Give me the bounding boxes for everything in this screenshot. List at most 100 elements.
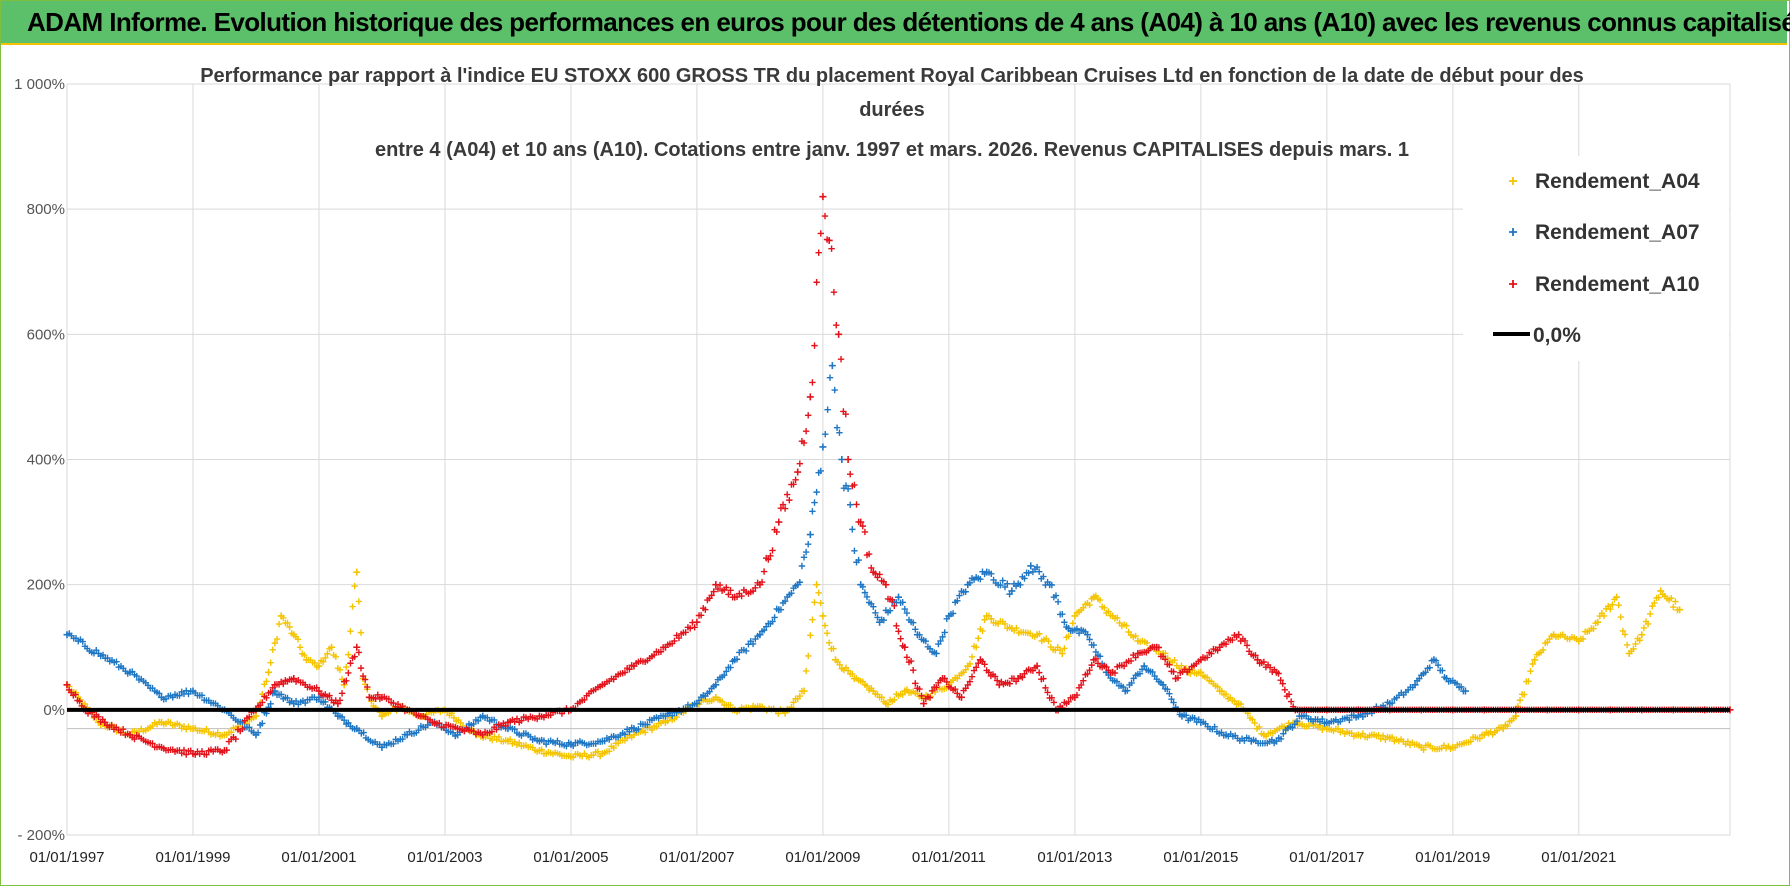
data-marker xyxy=(302,699,309,707)
data-marker xyxy=(1270,739,1278,747)
data-marker xyxy=(263,678,270,685)
data-marker xyxy=(1214,683,1221,691)
data-marker xyxy=(922,638,929,645)
data-marker xyxy=(912,626,919,633)
data-marker xyxy=(594,748,602,755)
data-marker xyxy=(648,726,656,734)
data-marker xyxy=(962,685,969,692)
data-marker xyxy=(805,412,812,419)
data-marker xyxy=(254,729,262,736)
data-marker xyxy=(336,666,344,673)
data-marker xyxy=(1222,690,1230,698)
data-marker xyxy=(1006,680,1013,687)
data-marker xyxy=(621,669,629,676)
x-tick-label: 01/01/2015 xyxy=(1163,849,1238,866)
data-marker xyxy=(851,481,858,489)
data-marker xyxy=(729,658,736,665)
chart-title-line-1: Performance par rapport à l'indice EU ST… xyxy=(200,65,1584,87)
data-marker xyxy=(1119,683,1127,691)
data-marker xyxy=(822,431,829,438)
data-marker xyxy=(1065,633,1072,640)
data-marker xyxy=(347,627,354,635)
data-marker xyxy=(842,410,849,418)
data-marker xyxy=(802,428,810,435)
data-marker xyxy=(868,684,875,692)
data-marker xyxy=(1168,695,1175,703)
data-marker xyxy=(941,675,948,682)
data-marker xyxy=(800,554,808,561)
data-marker xyxy=(345,719,352,727)
legend-label: 0,0% xyxy=(1533,324,1581,347)
data-marker xyxy=(1080,677,1087,684)
data-marker xyxy=(183,687,190,694)
data-marker xyxy=(554,737,561,744)
data-marker xyxy=(809,616,816,623)
data-marker xyxy=(1504,722,1511,730)
data-marker xyxy=(284,619,291,627)
data-marker xyxy=(849,670,856,678)
data-marker xyxy=(861,528,869,536)
data-marker xyxy=(1289,724,1296,731)
data-marker xyxy=(1636,637,1643,644)
data-marker xyxy=(792,582,799,590)
data-marker xyxy=(903,609,911,617)
data-marker xyxy=(390,699,397,707)
data-marker xyxy=(671,637,678,645)
data-marker xyxy=(889,596,896,604)
x-tick-label: 01/01/2007 xyxy=(659,849,734,866)
data-marker xyxy=(1086,666,1093,674)
data-marker xyxy=(1478,731,1486,739)
data-marker xyxy=(1607,605,1614,613)
data-marker xyxy=(1084,670,1091,678)
data-marker xyxy=(1434,661,1442,669)
data-marker xyxy=(853,501,860,508)
data-marker xyxy=(628,724,635,731)
data-marker xyxy=(769,618,776,625)
data-marker xyxy=(826,374,834,381)
data-marker xyxy=(1048,581,1055,589)
data-marker xyxy=(1195,669,1202,676)
data-marker xyxy=(901,605,908,613)
data-marker xyxy=(926,694,934,701)
data-marker xyxy=(689,619,696,626)
data-marker xyxy=(691,624,698,631)
data-marker xyxy=(767,552,774,559)
x-tick-label: 01/01/2005 xyxy=(533,849,608,866)
data-marker xyxy=(1059,610,1066,618)
data-marker xyxy=(784,491,791,498)
data-marker xyxy=(951,685,959,693)
x-tick-label: 01/01/2019 xyxy=(1415,849,1490,866)
data-marker xyxy=(1056,646,1064,654)
data-marker xyxy=(1539,646,1547,654)
data-marker xyxy=(267,659,274,666)
data-marker xyxy=(187,747,194,754)
data-marker xyxy=(1245,735,1253,742)
data-marker xyxy=(1214,647,1221,654)
data-marker xyxy=(644,721,651,728)
data-marker xyxy=(1266,664,1274,671)
data-marker xyxy=(1476,735,1484,742)
data-marker xyxy=(457,719,464,727)
data-marker xyxy=(1432,657,1440,664)
data-marker xyxy=(675,634,683,642)
data-marker xyxy=(1195,716,1202,723)
data-marker xyxy=(301,651,308,659)
data-marker xyxy=(1420,746,1427,753)
x-tick-label: 01/01/2013 xyxy=(1037,849,1112,866)
data-marker xyxy=(821,622,829,629)
chart-title: Performance par rapport à l'indice EU ST… xyxy=(200,65,1584,161)
data-marker xyxy=(332,653,339,660)
data-marker xyxy=(156,690,163,697)
data-point xyxy=(794,468,802,476)
data-marker xyxy=(758,578,766,586)
data-marker xyxy=(565,739,572,746)
data-marker xyxy=(1069,620,1076,627)
data-marker xyxy=(347,660,354,667)
data-marker xyxy=(956,693,963,701)
data-marker xyxy=(809,379,816,386)
data-marker xyxy=(1048,694,1055,702)
data-marker xyxy=(786,496,793,504)
data-marker xyxy=(540,737,548,744)
data-marker xyxy=(1033,563,1041,571)
data-point xyxy=(1657,587,1665,595)
